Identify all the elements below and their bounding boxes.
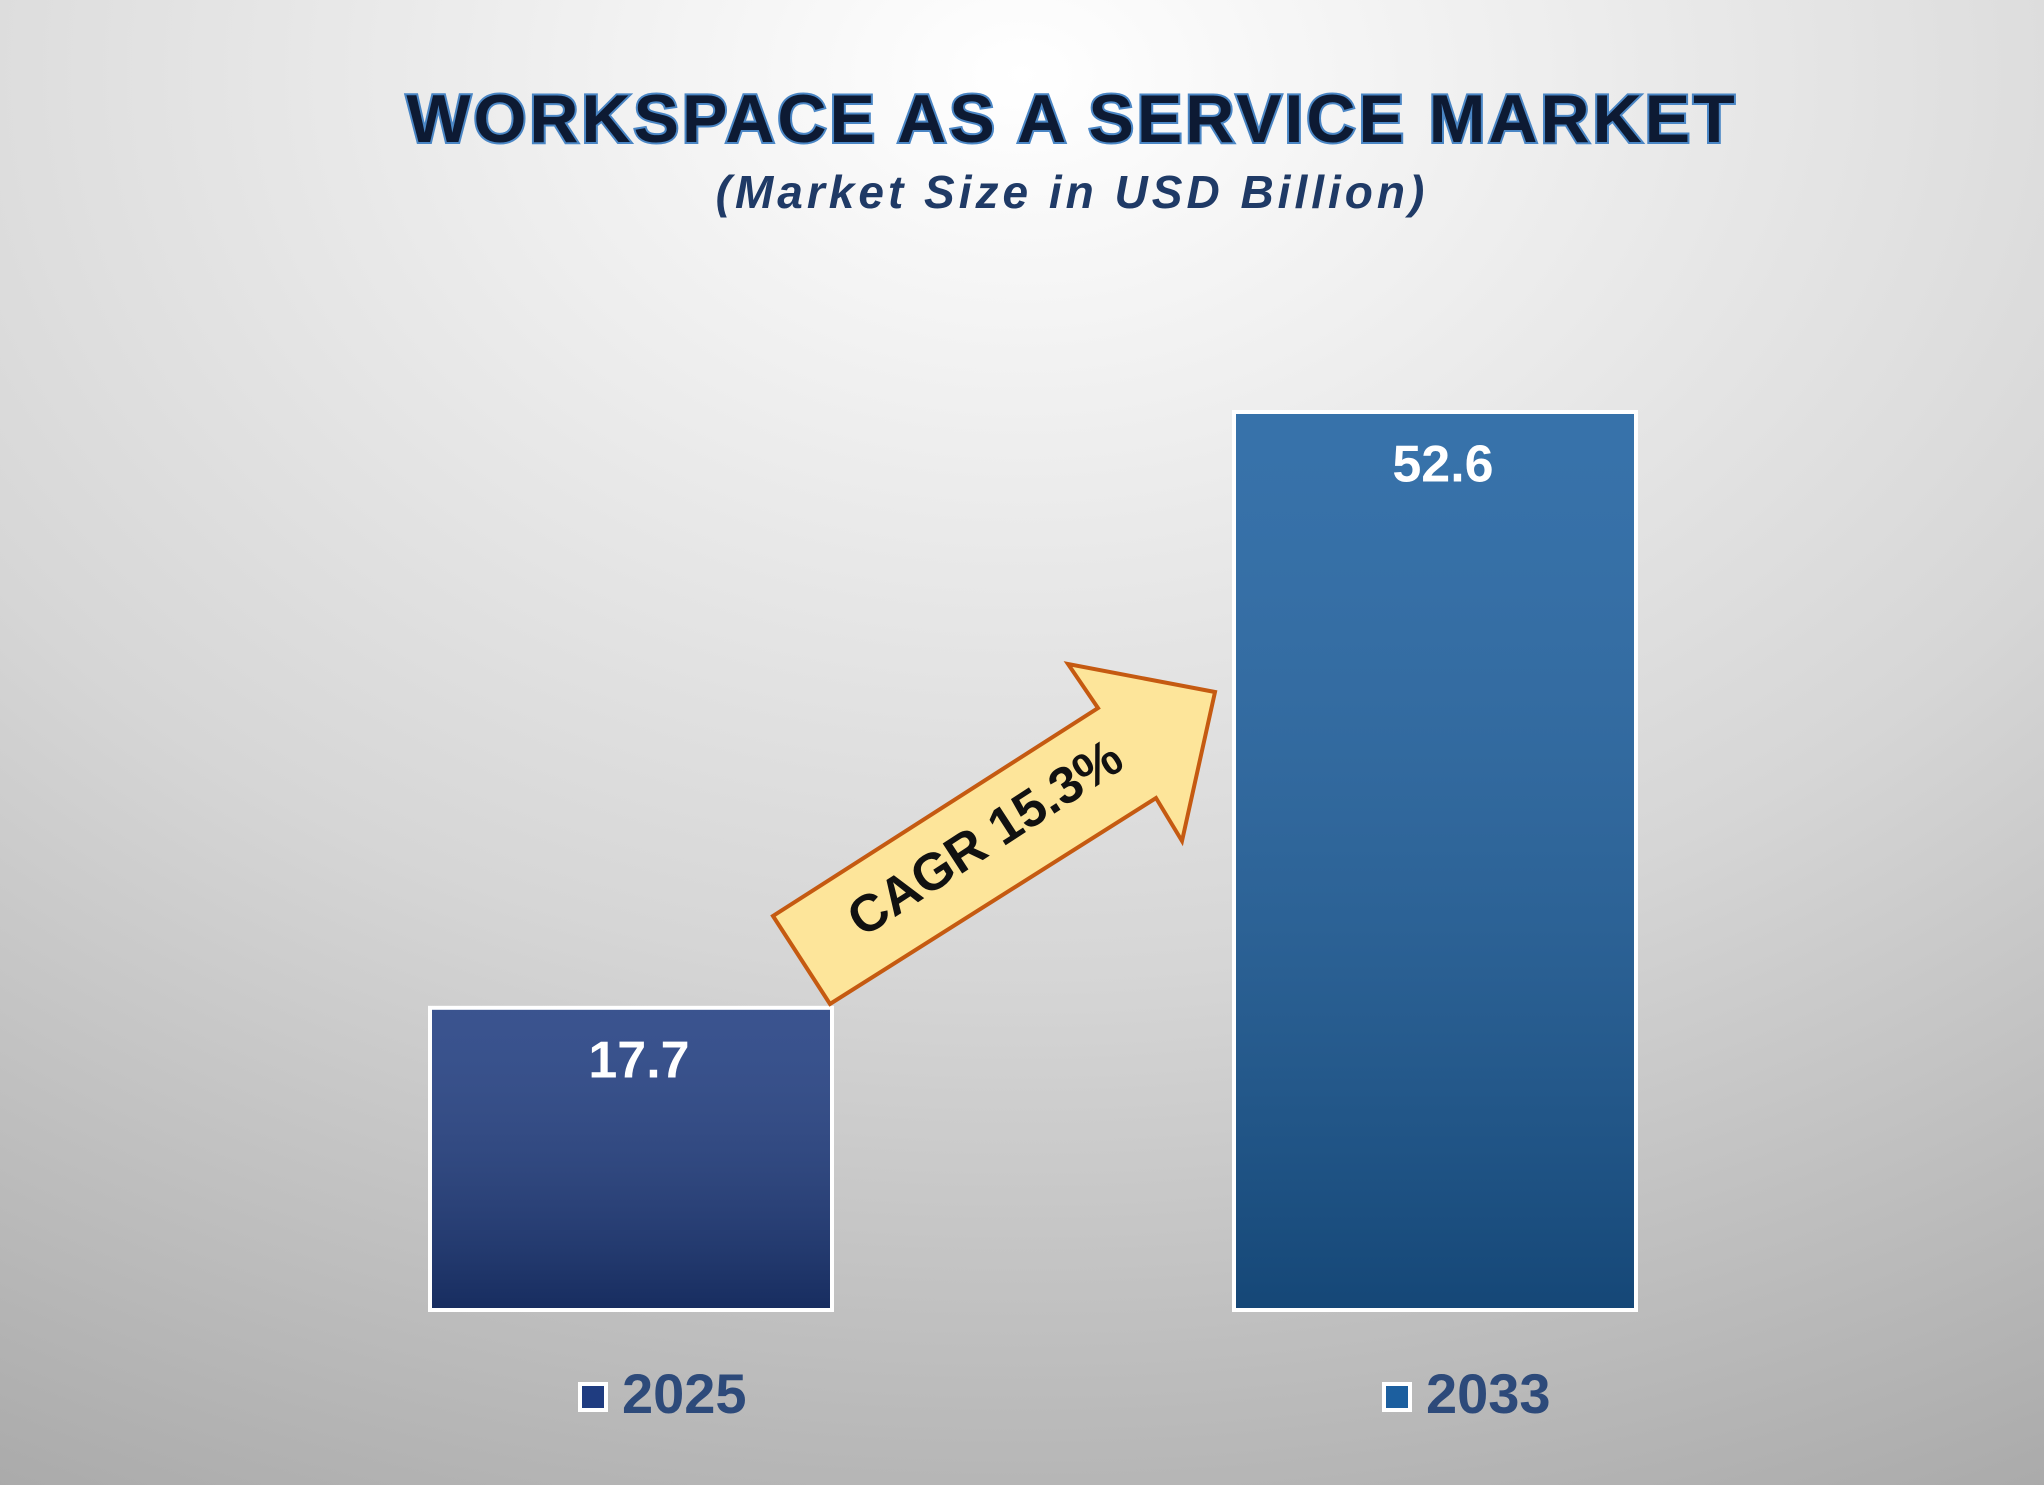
legend-swatch — [1382, 1382, 1412, 1412]
legend-swatch — [578, 1382, 608, 1412]
bar-shade — [1236, 414, 1634, 1308]
category-label: 2025 — [622, 1362, 747, 1425]
bar-shade — [432, 1009, 830, 1308]
arrow-shape — [770, 661, 1218, 1007]
category-label: 2033 — [1426, 1362, 1551, 1425]
value-label: 52.6 — [1392, 436, 1493, 494]
value-label: 17.7 — [588, 1032, 689, 1090]
chart-title: WORKSPACE AS A SERVICE MARKET — [406, 81, 1737, 157]
chart-subtitle: (Market Size in USD Billion) — [716, 166, 1429, 218]
